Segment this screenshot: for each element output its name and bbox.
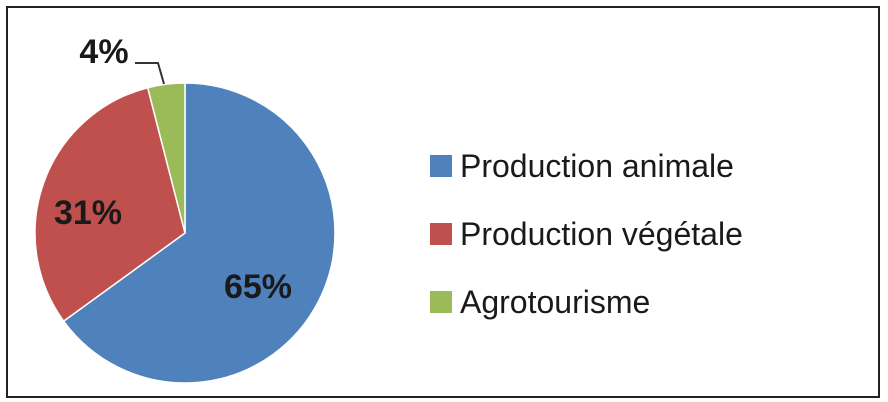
pie-labels: 65% 31% 4% bbox=[54, 33, 292, 306]
pie-slice-production-animale bbox=[62, 82, 336, 384]
legend-item-production-vegetale: Production végétale bbox=[430, 216, 743, 252]
pie-slice-agrotourisme bbox=[146, 82, 186, 234]
legend-label-production-animale: Production animale bbox=[460, 147, 734, 184]
legend-item-agrotourisme: Agrotourisme bbox=[430, 284, 743, 320]
legend: Production animale Production végétale A… bbox=[430, 148, 743, 352]
legend-label-production-vegetale: Production végétale bbox=[460, 215, 743, 252]
pie-slice-production-vegetale bbox=[34, 86, 186, 323]
slice-label-agrotourisme: 4% bbox=[79, 33, 128, 71]
legend-label-agrotourisme: Agrotourisme bbox=[460, 283, 651, 320]
legend-swatch-production-animale bbox=[430, 155, 452, 177]
slice-label-production-animale: 65% bbox=[224, 268, 292, 306]
legend-item-production-animale: Production animale bbox=[430, 148, 743, 184]
leader-line-agrotourisme bbox=[135, 62, 165, 85]
slice-label-production-vegetale: 31% bbox=[54, 194, 122, 232]
legend-swatch-agrotourisme bbox=[430, 291, 452, 313]
legend-swatch-production-vegetale bbox=[430, 223, 452, 245]
pie-slices bbox=[34, 82, 336, 384]
